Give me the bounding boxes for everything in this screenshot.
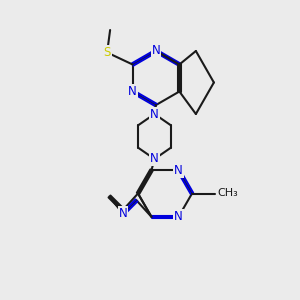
Text: S: S — [103, 46, 111, 59]
Text: N: N — [128, 85, 137, 98]
Text: CH₃: CH₃ — [217, 188, 238, 199]
Text: N: N — [152, 44, 160, 58]
Text: N: N — [174, 164, 183, 177]
Text: N: N — [174, 210, 183, 224]
Text: N: N — [150, 152, 159, 166]
Text: N: N — [118, 207, 127, 220]
Text: N: N — [150, 107, 159, 121]
